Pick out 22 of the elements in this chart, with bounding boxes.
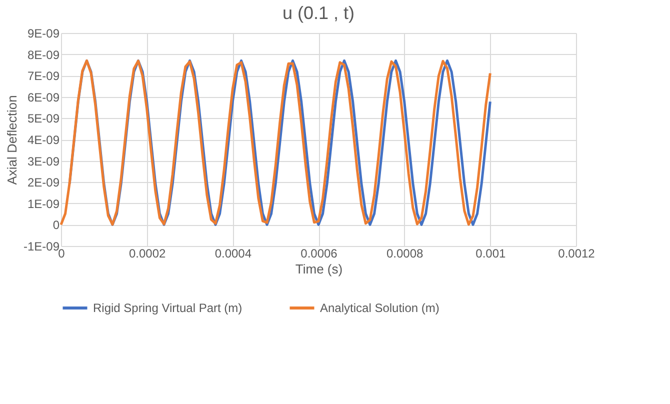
- y-tick-label: 4E-09: [27, 133, 60, 147]
- x-tick-label: 0.0004: [214, 246, 252, 260]
- x-tick-label: 0.001: [476, 246, 506, 260]
- y-tick-label: 2E-09: [27, 176, 60, 190]
- y-tick-label: 9E-09: [27, 26, 60, 40]
- y-tick-label: 8E-09: [27, 48, 60, 62]
- y-axis-title: Axial Deflection: [4, 95, 20, 185]
- chart-title: u (0.1 , t): [282, 3, 355, 23]
- y-tick-label: 5E-09: [27, 112, 60, 126]
- x-tick-label: 0.0006: [300, 246, 338, 260]
- y-tick-label: 0: [52, 218, 60, 232]
- y-tick-label: 7E-09: [27, 69, 60, 84]
- y-tick-label: 3E-09: [27, 154, 60, 168]
- y-tick-label: 1E-09: [27, 196, 60, 211]
- y-tick-label: -1E-09: [23, 240, 60, 254]
- x-axis-title: Time (s): [295, 262, 343, 276]
- x-tick-label: 0.0012: [558, 246, 596, 260]
- y-tick-label: 6E-09: [27, 90, 60, 104]
- legend-label: Analytical Solution (m): [320, 301, 440, 315]
- legend-label: Rigid Spring Virtual Part (m): [93, 301, 242, 315]
- x-tick-label: 0.0002: [128, 246, 166, 260]
- x-tick-label: 0.0008: [386, 246, 424, 260]
